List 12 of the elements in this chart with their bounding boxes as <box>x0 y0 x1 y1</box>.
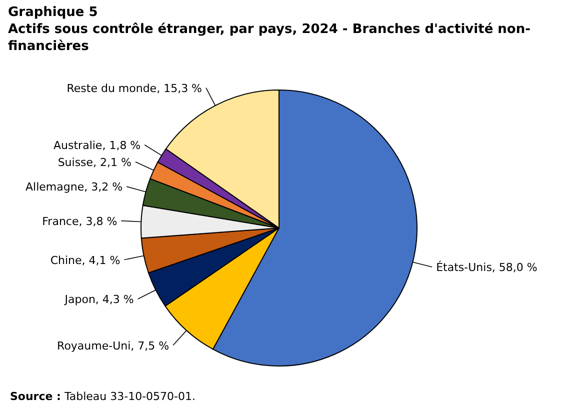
chart-subtitle: Actifs sous contrôle étranger, par pays, 2024 - Branches d'activité non-financières <box>8 21 532 55</box>
slice-label: Chine, 4,1 % <box>50 254 120 267</box>
slice-label: France, 3,8 % <box>42 214 118 228</box>
chart-title: Graphique 5 <box>8 4 99 21</box>
slice-label: Reste du monde, 15,3 % <box>66 82 202 95</box>
source-note: Source : Tableau 33-10-0570-01. <box>10 390 196 403</box>
slice-label: Royaume-Uni, 7,5 % <box>57 339 170 352</box>
slice-label: États-Unis, 58,0 % <box>436 260 538 274</box>
slice-label: Suisse, 2,1 % <box>58 156 132 169</box>
slice-label: Australie, 1,8 % <box>54 138 141 152</box>
slice-label: Allemagne, 3,2 % <box>25 180 123 194</box>
slice-label: Japon, 4,3 % <box>64 293 134 306</box>
